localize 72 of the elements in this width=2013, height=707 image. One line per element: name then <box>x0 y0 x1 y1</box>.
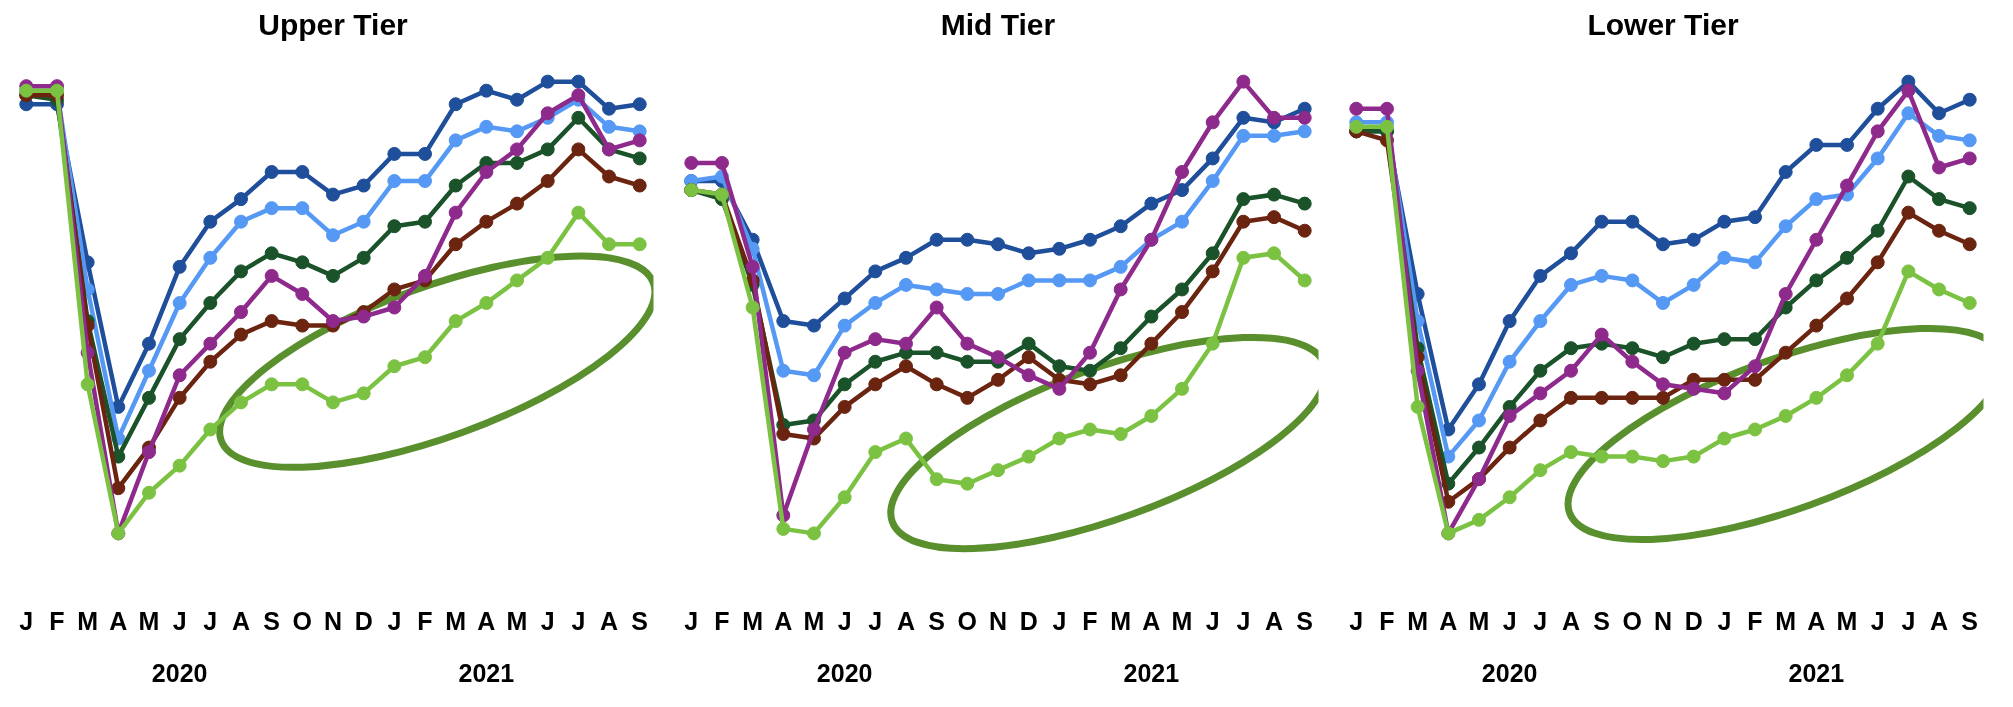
x-tick-label: J <box>203 606 218 635</box>
x-tick-label: A <box>1561 606 1581 635</box>
x-tick-label: S <box>1296 606 1314 635</box>
x-tick-label: M <box>506 606 528 635</box>
x-tick-label: M <box>1171 606 1193 635</box>
chart-title: Lower Tier <box>1587 7 1739 41</box>
x-tick-label: M <box>803 606 825 635</box>
x-tick-label: D <box>354 606 373 635</box>
text: 2020 <box>816 658 873 687</box>
chart-title: Mid Tier <box>940 7 1056 41</box>
x-tick-label: M <box>1407 606 1429 635</box>
x-tick-label: M <box>742 606 764 635</box>
x-tick-label: M <box>1110 606 1132 635</box>
x-tick-label: J <box>837 606 852 635</box>
x-tick-label: N <box>323 606 343 635</box>
x-tick-label: F <box>714 606 730 635</box>
x-tick-label: S <box>1961 606 1979 635</box>
x-tick-label: A <box>600 606 619 635</box>
x-tick-label: F <box>417 606 433 635</box>
x-tick-label: J <box>1349 606 1364 635</box>
x-tick-label: S <box>263 606 281 635</box>
text: 2020 <box>151 658 208 687</box>
x-tick-label: J <box>571 606 586 635</box>
x-tick-label: O <box>957 606 978 635</box>
x-tick-label: A <box>1265 606 1284 635</box>
x-tick-label: M <box>445 606 467 635</box>
text: 2021 <box>1123 658 1180 687</box>
x-tick-label: A <box>1142 606 1161 635</box>
x-tick-label: S <box>631 606 649 635</box>
x-tick-label: F <box>49 606 65 635</box>
x-tick-label: A <box>1439 606 1458 635</box>
x-tick-label: J <box>1205 606 1220 635</box>
x-tick-label: F <box>1379 606 1395 635</box>
x-tick-label: D <box>1684 606 1703 635</box>
x-tick-label: J <box>684 606 699 635</box>
x-tick-label: M <box>77 606 99 635</box>
x-tick-label: F <box>1082 606 1098 635</box>
x-tick-label: O <box>1622 606 1643 635</box>
x-tick-label: J <box>1236 606 1251 635</box>
x-tick-label: J <box>1901 606 1916 635</box>
x-tick-label: A <box>896 606 916 635</box>
x-tick-label: J <box>540 606 555 635</box>
x-tick-label: M <box>138 606 160 635</box>
x-tick-label: J <box>172 606 187 635</box>
x-tick-label: J <box>868 606 883 635</box>
x-tick-label: O <box>292 606 313 635</box>
x-tick-label: M <box>1468 606 1490 635</box>
x-tick-label: J <box>387 606 402 635</box>
x-tick-label: J <box>1052 606 1067 635</box>
x-tick-label: A <box>109 606 128 635</box>
chart-title: Upper Tier <box>258 7 409 41</box>
x-tick-label: J <box>1533 606 1548 635</box>
x-tick-label: M <box>1836 606 1858 635</box>
x-tick-label: A <box>774 606 793 635</box>
x-tick-label: N <box>1653 606 1673 635</box>
text: 2020 <box>1481 658 1538 687</box>
x-tick-label: D <box>1019 606 1038 635</box>
x-tick-label: M <box>1775 606 1797 635</box>
x-tick-label: S <box>1593 606 1611 635</box>
x-tick-label: J <box>1717 606 1732 635</box>
x-tick-label: A <box>1807 606 1826 635</box>
x-tick-label: A <box>477 606 496 635</box>
x-tick-label: A <box>231 606 251 635</box>
x-tick-label: S <box>928 606 946 635</box>
x-tick-label: J <box>19 606 34 635</box>
x-tick-label: F <box>1747 606 1763 635</box>
x-tick-label: A <box>1930 606 1949 635</box>
x-tick-label: J <box>1870 606 1885 635</box>
x-tick-label: N <box>988 606 1008 635</box>
x-tick-label: J <box>1502 606 1517 635</box>
text: 2021 <box>1788 658 1845 687</box>
text: 2021 <box>458 658 515 687</box>
